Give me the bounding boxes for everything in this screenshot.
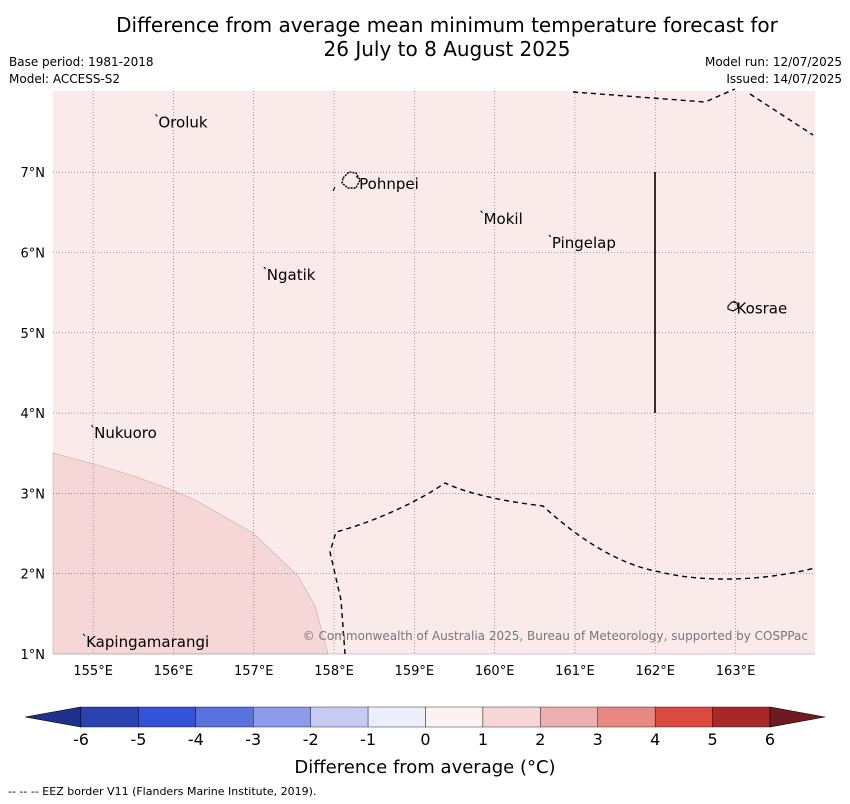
lon-tick-label: 163°E <box>716 664 756 679</box>
pohnpei-island-outline <box>341 171 361 189</box>
place-label-ngatik: Ngatik <box>267 266 316 284</box>
colorbar-bin <box>138 706 197 728</box>
base-period: Base period: 1981-2018 <box>9 55 154 69</box>
place-marker <box>355 175 359 179</box>
colorbar-bin <box>253 706 311 728</box>
eez-footnote: -- -- -- EEZ border V11 (Flanders Marine… <box>8 785 317 798</box>
title-line-2: 26 July to 8 August 2025 <box>323 37 571 61</box>
colorbar-bin <box>654 706 713 728</box>
map-title: Difference from average mean minimum tem… <box>0 13 850 61</box>
lat-tick-label: 5°N <box>21 327 46 342</box>
colorbar-tick-label: 4 <box>650 730 660 749</box>
colorbar-tick-label: -2 <box>303 730 319 749</box>
colorbar-tick-label: -6 <box>73 730 89 749</box>
place-label-nukuoro: Nukuoro <box>94 424 157 442</box>
place-label-kapingamarangi: Kapingamarangi <box>86 633 209 651</box>
eez-border-north <box>572 88 814 136</box>
issued-date: Issued: 14/07/2025 <box>726 72 842 86</box>
colorbar-tick-label: 6 <box>765 730 775 749</box>
model-name: Model: ACCESS-S2 <box>9 72 121 86</box>
colorbar-tick-label: -3 <box>245 730 261 749</box>
place-marker <box>480 210 483 214</box>
place-label-pohnpei: Pohnpei <box>359 175 419 193</box>
colorbar-tick-label: -4 <box>188 730 204 749</box>
place-labels: Oroluk Pohnpei Mokil Pingelap Ngatik Kosrae Nu… <box>82 113 788 651</box>
meta-left: Base period: 1981-2018 Model: ACCESS-S2 <box>9 54 154 88</box>
lat-tick-label: 4°N <box>21 407 46 422</box>
colorbar-bin <box>597 706 656 728</box>
colorbar-tick-label: 2 <box>535 730 545 749</box>
colorbar: -6 -5 -4 -3 -2 -1 0 1 2 3 4 5 6 <box>24 706 826 749</box>
place-marker <box>733 300 736 304</box>
colorbar-tick-label: -5 <box>130 730 146 749</box>
colorbar-tick-label: 3 <box>593 730 603 749</box>
lon-tick-label: 155°E <box>73 664 113 679</box>
place-marker <box>82 633 86 637</box>
colorbar-tick-label: 0 <box>420 730 430 749</box>
colorbar-bin <box>195 706 254 728</box>
colorbar-tick-label: 1 <box>478 730 488 749</box>
place-marker <box>548 234 552 238</box>
colorbar-label: Difference from average (°C) <box>294 757 556 778</box>
lat-tick-label: 2°N <box>21 568 46 583</box>
colorbar-bin <box>482 706 541 728</box>
place-marker <box>155 114 158 117</box>
colorbar-bin <box>540 706 598 728</box>
place-marker <box>263 266 267 270</box>
lat-tick-label: 6°N <box>21 247 46 262</box>
model-run: Model run: 12/07/2025 <box>704 55 842 69</box>
place-label-oroluk: Oroluk <box>158 113 207 131</box>
lat-tick-label: 1°N <box>21 648 46 663</box>
title-line-1: Difference from average mean minimum tem… <box>116 13 778 37</box>
kosrae-island-outline <box>727 301 739 312</box>
colorbar-extend-low <box>24 706 82 728</box>
place-label-mokil: Mokil <box>484 210 523 228</box>
meta-right: Model run: 12/07/2025 Issued: 14/07/2025 <box>705 54 842 88</box>
colorbar-extend-high <box>769 706 826 728</box>
colorbar-bin <box>80 706 139 728</box>
lat-tick-label: 3°N <box>21 487 46 502</box>
lon-tick-label: 160°E <box>475 664 515 679</box>
colorbar-tick-label: -1 <box>360 730 376 749</box>
lon-tick-label: 157°E <box>234 664 274 679</box>
colorbar-bin <box>712 706 771 728</box>
colorbar-bin <box>367 706 426 728</box>
colorbar-bin <box>425 706 484 728</box>
lon-tick-label: 158°E <box>314 664 354 679</box>
colorbar-tick-label: 5 <box>707 730 717 749</box>
ant-atoll-mark <box>332 186 336 192</box>
lon-tick-label: 161°E <box>555 664 595 679</box>
place-label-pingelap: Pingelap <box>552 234 616 252</box>
eez-border-south <box>329 482 816 655</box>
lon-tick-label: 159°E <box>395 664 435 679</box>
copyright-text: © Commonwealth of Australia 2025, Bureau… <box>303 629 808 643</box>
axis-ticks: 155°E 156°E 157°E 158°E 159°E 160°E 161°E 162°E… <box>21 166 756 679</box>
place-marker <box>90 424 94 428</box>
lon-tick-label: 156°E <box>154 664 194 679</box>
colorbar-bin <box>310 706 369 728</box>
graticule <box>53 91 815 655</box>
eez-borders <box>329 88 816 655</box>
lat-tick-label: 7°N <box>21 166 46 181</box>
lon-tick-label: 162°E <box>635 664 675 679</box>
place-label-kosrae: Kosrae <box>737 300 788 318</box>
